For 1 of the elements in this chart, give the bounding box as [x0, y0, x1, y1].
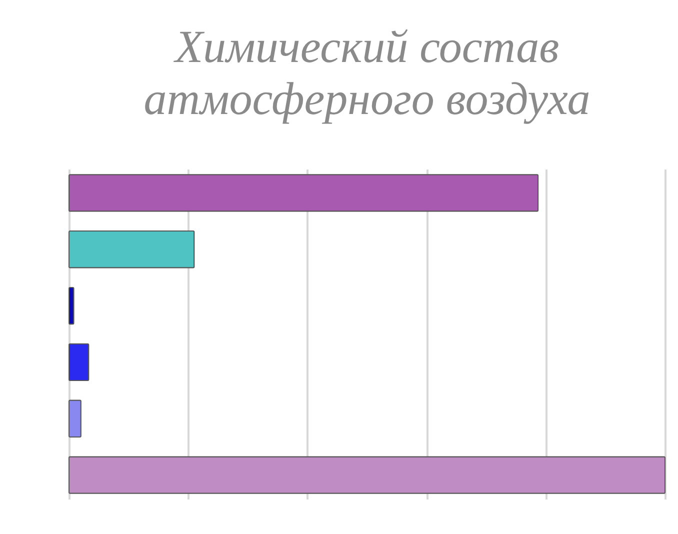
chart-title: Химический состав атмосферного воздуха	[144, 21, 590, 124]
